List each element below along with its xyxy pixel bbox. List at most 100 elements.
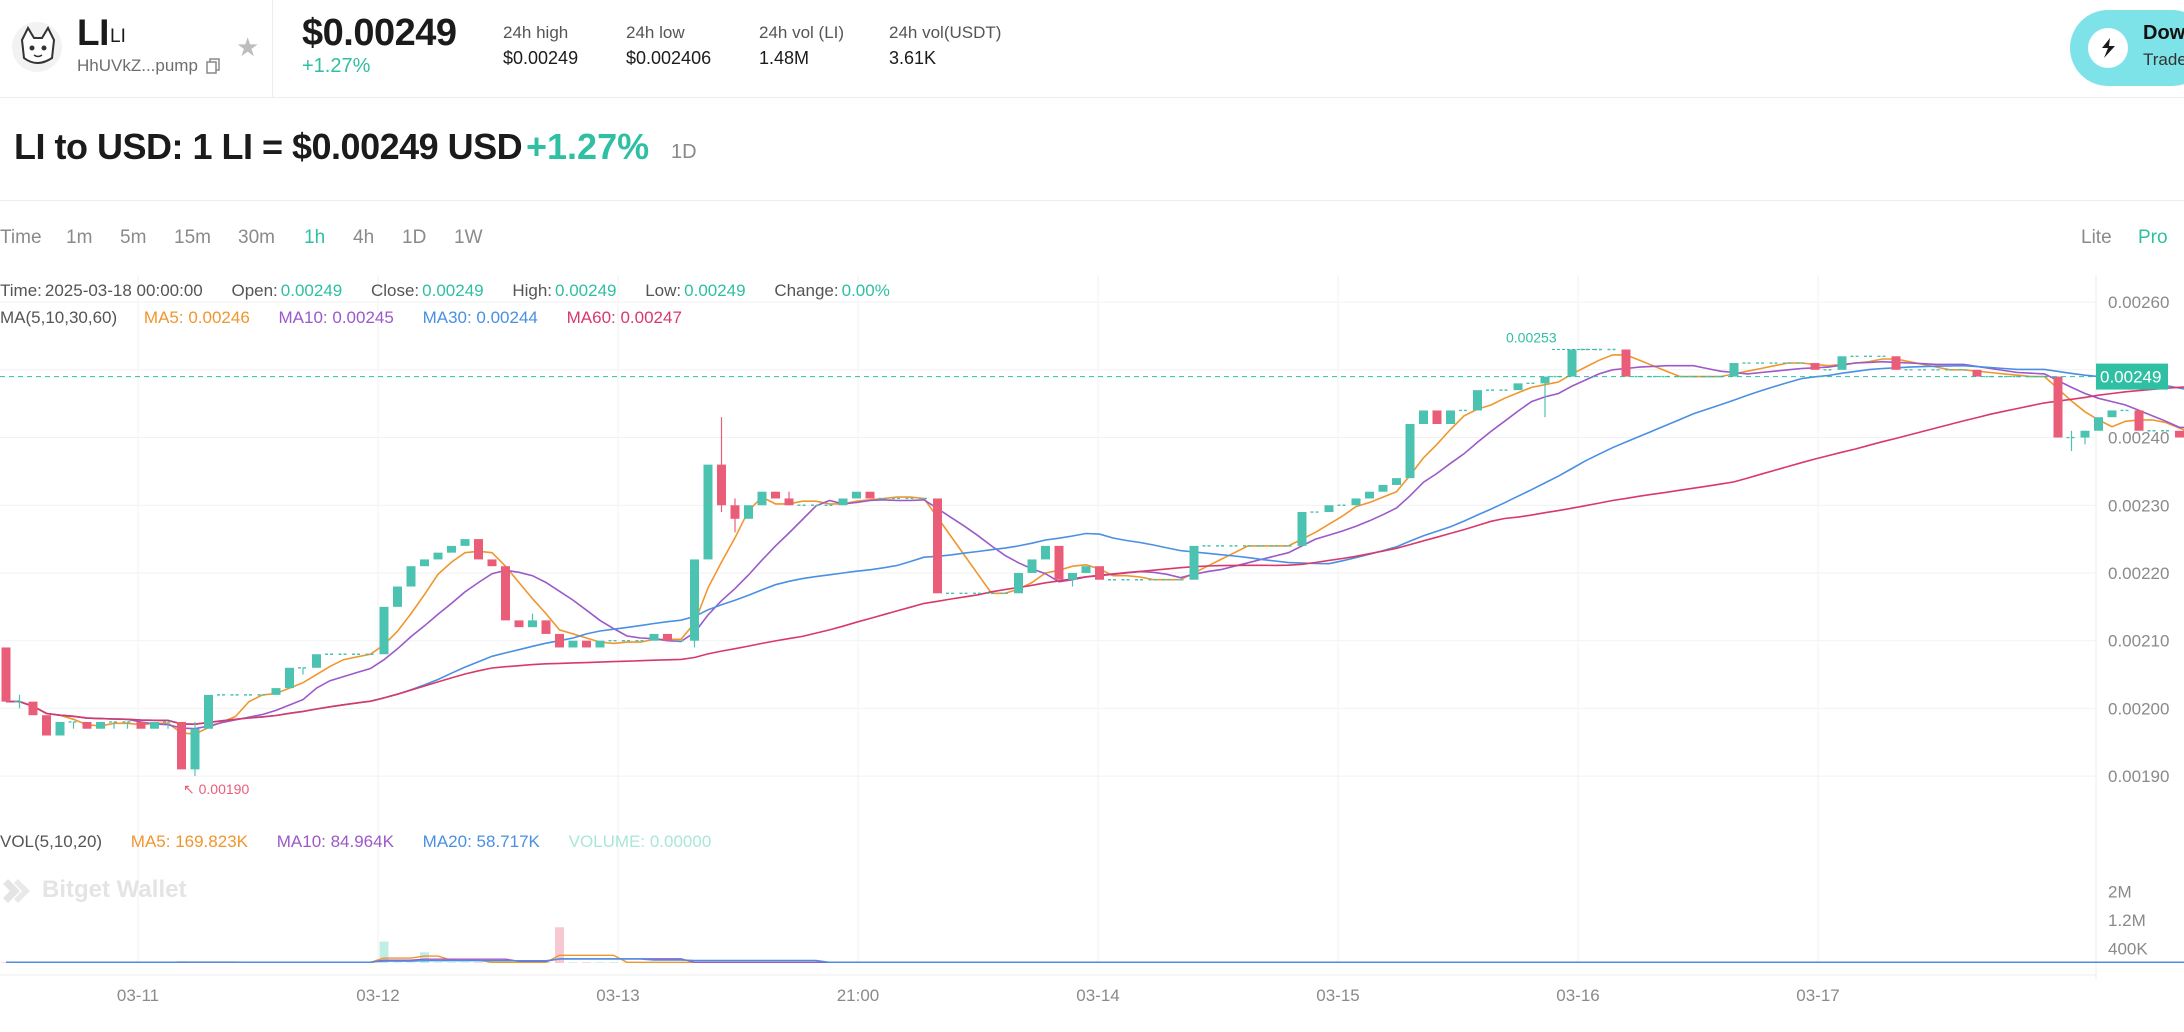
token-logo — [12, 22, 62, 72]
candle-body — [1095, 566, 1104, 580]
stat-24h-low-value: $0.002406 — [626, 48, 712, 68]
candle-body — [1081, 566, 1091, 573]
volume-bar — [595, 962, 605, 963]
tab-1m[interactable]: 1m — [66, 227, 93, 248]
candle-body — [1810, 363, 1820, 370]
price-change: +1.27% — [302, 55, 371, 77]
last-price-tag — [2096, 363, 2168, 390]
candle-body — [1378, 484, 1388, 492]
ma-lines — [6, 354, 2184, 736]
volume-tick-label: 400K — [2108, 940, 2148, 959]
tab-30m[interactable]: 30m — [238, 227, 275, 248]
price-tick-label: 0.00220 — [2108, 564, 2169, 583]
token-name: LI — [77, 12, 109, 53]
candle-body — [393, 586, 402, 607]
view-lite[interactable]: Lite — [2081, 227, 2112, 248]
tab-1d[interactable]: 1D — [402, 227, 427, 248]
candle-body — [433, 552, 443, 560]
volume-bar — [568, 962, 578, 963]
candle-body — [55, 721, 65, 736]
candle-body — [2107, 410, 2117, 418]
tab-5m[interactable]: 5m — [120, 227, 147, 248]
time-tick-label: 03-15 — [1316, 986, 1359, 1005]
candle-body — [541, 620, 551, 634]
candle-body — [1621, 349, 1631, 377]
time-axis: 03-11 03-12 03-13 21:00 03-14 03-15 03-16 03-17 — [117, 986, 1840, 1005]
ma60-line — [6, 386, 2184, 726]
candle-body — [28, 701, 38, 716]
candle-body — [730, 505, 740, 519]
min-price-annotation: ↖ 0.00190 — [183, 781, 249, 797]
stat-24h-high-label: 24h high — [503, 23, 569, 42]
candle-body — [1540, 376, 1550, 384]
candle-body — [447, 545, 456, 553]
time-tick-label: 21:00 — [837, 986, 880, 1005]
watermark: Bitget Wallet — [3, 876, 186, 903]
candle-body — [420, 559, 429, 567]
favorite-star-icon[interactable]: ★ — [236, 32, 260, 62]
candle-body — [852, 491, 861, 499]
vol-ma20-line — [6, 958, 2184, 963]
candle-body — [1446, 410, 1455, 424]
volume-bar — [420, 952, 429, 963]
candle-body — [150, 721, 159, 729]
candle-body — [865, 491, 875, 499]
candle-body — [474, 539, 483, 560]
watermark-text: Bitget Wallet — [42, 876, 186, 903]
view-pro[interactable]: Pro — [2138, 227, 2168, 248]
volume-bar — [379, 941, 389, 963]
candle-body — [42, 715, 51, 736]
tab-15m[interactable]: 15m — [174, 227, 211, 248]
stat-24h-vol-label: 24h vol (LI) — [759, 23, 845, 42]
candle-body — [1392, 478, 1401, 485]
candle-body — [177, 721, 186, 770]
price-tick-label: 0.00200 — [2108, 699, 2169, 718]
price-axis: 0.00260 0.00240 0.00230 0.00220 0.00210 0.002… — [2108, 293, 2169, 959]
volume-bar — [447, 962, 456, 963]
volume-legend: VOL(5,10,20) MA5: 169.823K MA10: 84.964K… — [0, 832, 711, 851]
tab-1h[interactable]: 1h — [304, 227, 326, 248]
candle-body — [717, 464, 726, 506]
candle-body — [136, 721, 146, 729]
candle-body — [582, 640, 591, 648]
candle-body — [771, 491, 780, 499]
candle-body — [2080, 430, 2090, 438]
volume-bar — [433, 962, 443, 963]
chart-grid — [0, 275, 2097, 980]
stat-24h-low-label: 24h low — [626, 23, 685, 42]
headline-change: +1.27% — [526, 126, 650, 167]
candle-body — [190, 728, 200, 770]
candle-body — [1324, 505, 1334, 513]
candle-body — [1432, 410, 1442, 424]
candle-body — [96, 721, 105, 729]
app-logo-icon — [2088, 28, 2128, 68]
copy-icon[interactable] — [206, 58, 220, 79]
candle-body — [1513, 383, 1523, 391]
candle-body — [744, 505, 753, 519]
price-tick-label: 0.00240 — [2108, 429, 2169, 448]
candle-body — [703, 464, 713, 560]
time-tick-label: 03-13 — [596, 986, 639, 1005]
download-sublabel: Trade — [2143, 50, 2184, 69]
ma10-line — [6, 360, 2184, 730]
tab-time[interactable]: Time — [0, 227, 42, 248]
volume-bar — [555, 927, 564, 963]
candle-body — [690, 559, 699, 641]
candle-body — [204, 694, 213, 729]
volume-bar — [582, 962, 591, 963]
candle-body — [663, 633, 672, 641]
candle-body — [1041, 545, 1050, 560]
candle-body — [1972, 369, 1982, 377]
candle-body — [2053, 376, 2063, 438]
tab-1w[interactable]: 1W — [454, 227, 483, 248]
tab-4h[interactable]: 4h — [353, 227, 375, 248]
candle-body — [460, 539, 470, 546]
stat-24h-vol-usdt-value: 3.61K — [889, 48, 937, 68]
candle-body — [1837, 356, 1847, 370]
max-price-annotation: 0.00253 — [1506, 329, 1557, 345]
time-tick-label: 03-16 — [1556, 986, 1599, 1005]
volume-bar — [474, 962, 483, 963]
candle-body — [784, 498, 794, 506]
volume-ma-lines — [6, 954, 2184, 963]
